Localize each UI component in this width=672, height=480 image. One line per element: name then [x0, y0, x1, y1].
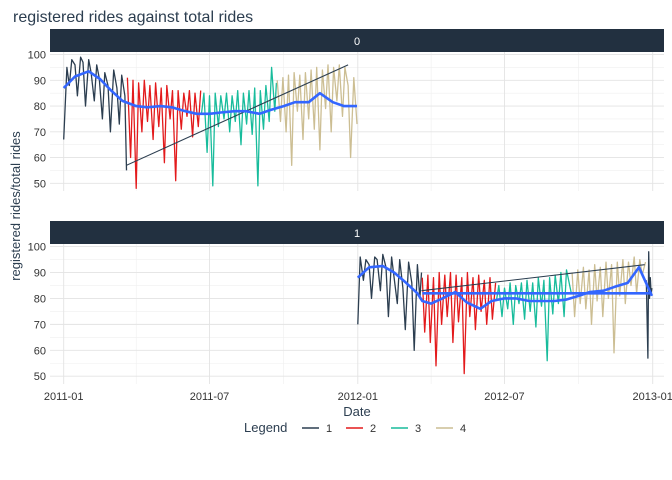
- x-tick-label: 2013-01: [633, 391, 672, 403]
- facet-1-y-tick-labels: 50 60 70 80 90 100: [28, 242, 46, 384]
- facet-panel-0: 0 50 60 70 80 90 100: [28, 29, 664, 191]
- smooth-line: [356, 264, 654, 311]
- x-tick-label: 2011-07: [190, 391, 230, 403]
- x-tick-label: 2012-01: [338, 391, 378, 403]
- series-line-4: [276, 64, 358, 166]
- y-tick-label: 50: [34, 371, 46, 383]
- y-tick-label: 80: [34, 101, 46, 113]
- series-line-1: [645, 251, 653, 359]
- trend-line: [126, 64, 349, 166]
- y-tick-label: 50: [34, 178, 46, 190]
- y-tick-label: 90: [34, 75, 46, 87]
- facet-strip-0: [50, 29, 664, 52]
- y-tick-label: 100: [28, 50, 46, 62]
- legend-label-4: 4: [460, 423, 466, 435]
- y-tick-label: 60: [34, 345, 46, 357]
- y-tick-label: 90: [34, 268, 46, 280]
- y-tick-label: 100: [28, 242, 46, 254]
- y-axis-title: registered rides/total rides: [8, 131, 23, 281]
- smooth-line: [62, 70, 357, 116]
- facet-panel-1: 1 50 60 70 80 90 100: [28, 221, 664, 384]
- legend-label-2: 2: [370, 423, 376, 435]
- y-tick-label: 60: [34, 153, 46, 165]
- y-tick-label: 70: [34, 127, 46, 139]
- x-tick-label: 2012-07: [484, 391, 524, 403]
- series-line-1: [357, 253, 423, 351]
- y-tick-label: 70: [34, 319, 46, 331]
- legend: Legend 1 2 3 4: [244, 420, 466, 435]
- series-line-2: [126, 77, 202, 190]
- y-tick-label: 80: [34, 293, 46, 305]
- x-axis-title: Date: [343, 404, 370, 419]
- trend-line: [421, 264, 645, 292]
- series-line-3: [200, 66, 278, 187]
- x-tick-labels: 2011-01 2011-07 2012-01 2012-07 2013-01: [44, 391, 672, 403]
- facet-strip-1: [50, 221, 664, 244]
- x-tick-label: 2011-01: [44, 391, 84, 403]
- legend-label-1: 1: [326, 423, 332, 435]
- chart-title: registered rides against total rides: [13, 9, 253, 26]
- facet-1-grid: [50, 244, 664, 384]
- series-line-3: [495, 269, 572, 362]
- facet-0-y-tick-labels: 50 60 70 80 90 100: [28, 50, 46, 191]
- facet-0-series: [62, 56, 358, 190]
- facet-1-series: [356, 251, 654, 375]
- facet-strip-label-0: 0: [354, 36, 360, 48]
- legend-title: Legend: [244, 420, 287, 435]
- facet-strip-label-1: 1: [354, 228, 360, 240]
- series-line-2: [421, 271, 497, 375]
- series-line-1: [63, 56, 128, 171]
- legend-label-3: 3: [415, 423, 421, 435]
